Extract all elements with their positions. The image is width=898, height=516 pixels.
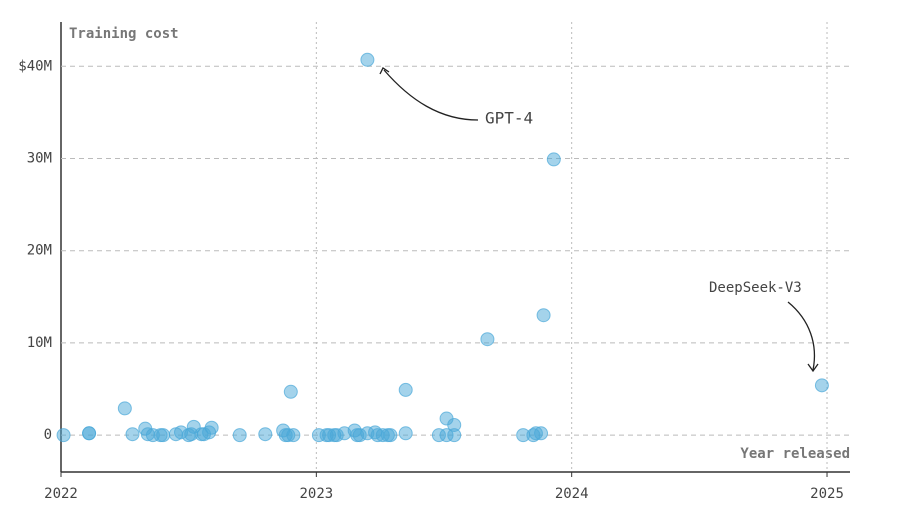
x-tick-label: 2022 — [44, 486, 78, 502]
point — [536, 308, 551, 323]
point — [232, 428, 247, 443]
point — [258, 427, 273, 442]
point — [204, 420, 219, 435]
y-axis-label: Training cost — [69, 26, 179, 42]
y-tick-label: 0 — [44, 427, 52, 443]
x-tick-label: 2023 — [299, 486, 333, 502]
arrow-head — [379, 67, 390, 75]
annotation-arrow — [383, 69, 479, 121]
point — [56, 428, 71, 443]
x-tick-label: 2025 — [810, 486, 844, 502]
y-tick-label: 30M — [27, 150, 52, 166]
point — [117, 401, 132, 416]
point — [283, 384, 298, 399]
arrow-head — [807, 363, 819, 373]
point — [546, 152, 561, 167]
y-tick-label: 20M — [27, 243, 52, 259]
x-axis-label: Year released — [740, 446, 850, 462]
annotation: DeepSeek-V3 — [709, 280, 802, 296]
y-tick-label: $40M — [18, 58, 52, 74]
x-tick-label: 2024 — [555, 486, 589, 502]
point — [814, 378, 829, 393]
point — [480, 332, 495, 347]
point — [286, 428, 301, 443]
point — [534, 426, 549, 441]
point — [447, 428, 462, 443]
point — [82, 426, 97, 441]
annotation: GPT-4 — [485, 109, 533, 128]
y-tick-label: 10M — [27, 335, 52, 351]
annotation-arrow — [787, 301, 816, 371]
point — [360, 52, 375, 67]
point — [398, 426, 413, 441]
point — [156, 428, 171, 443]
point — [398, 382, 413, 397]
point — [383, 428, 398, 443]
point — [125, 427, 140, 442]
